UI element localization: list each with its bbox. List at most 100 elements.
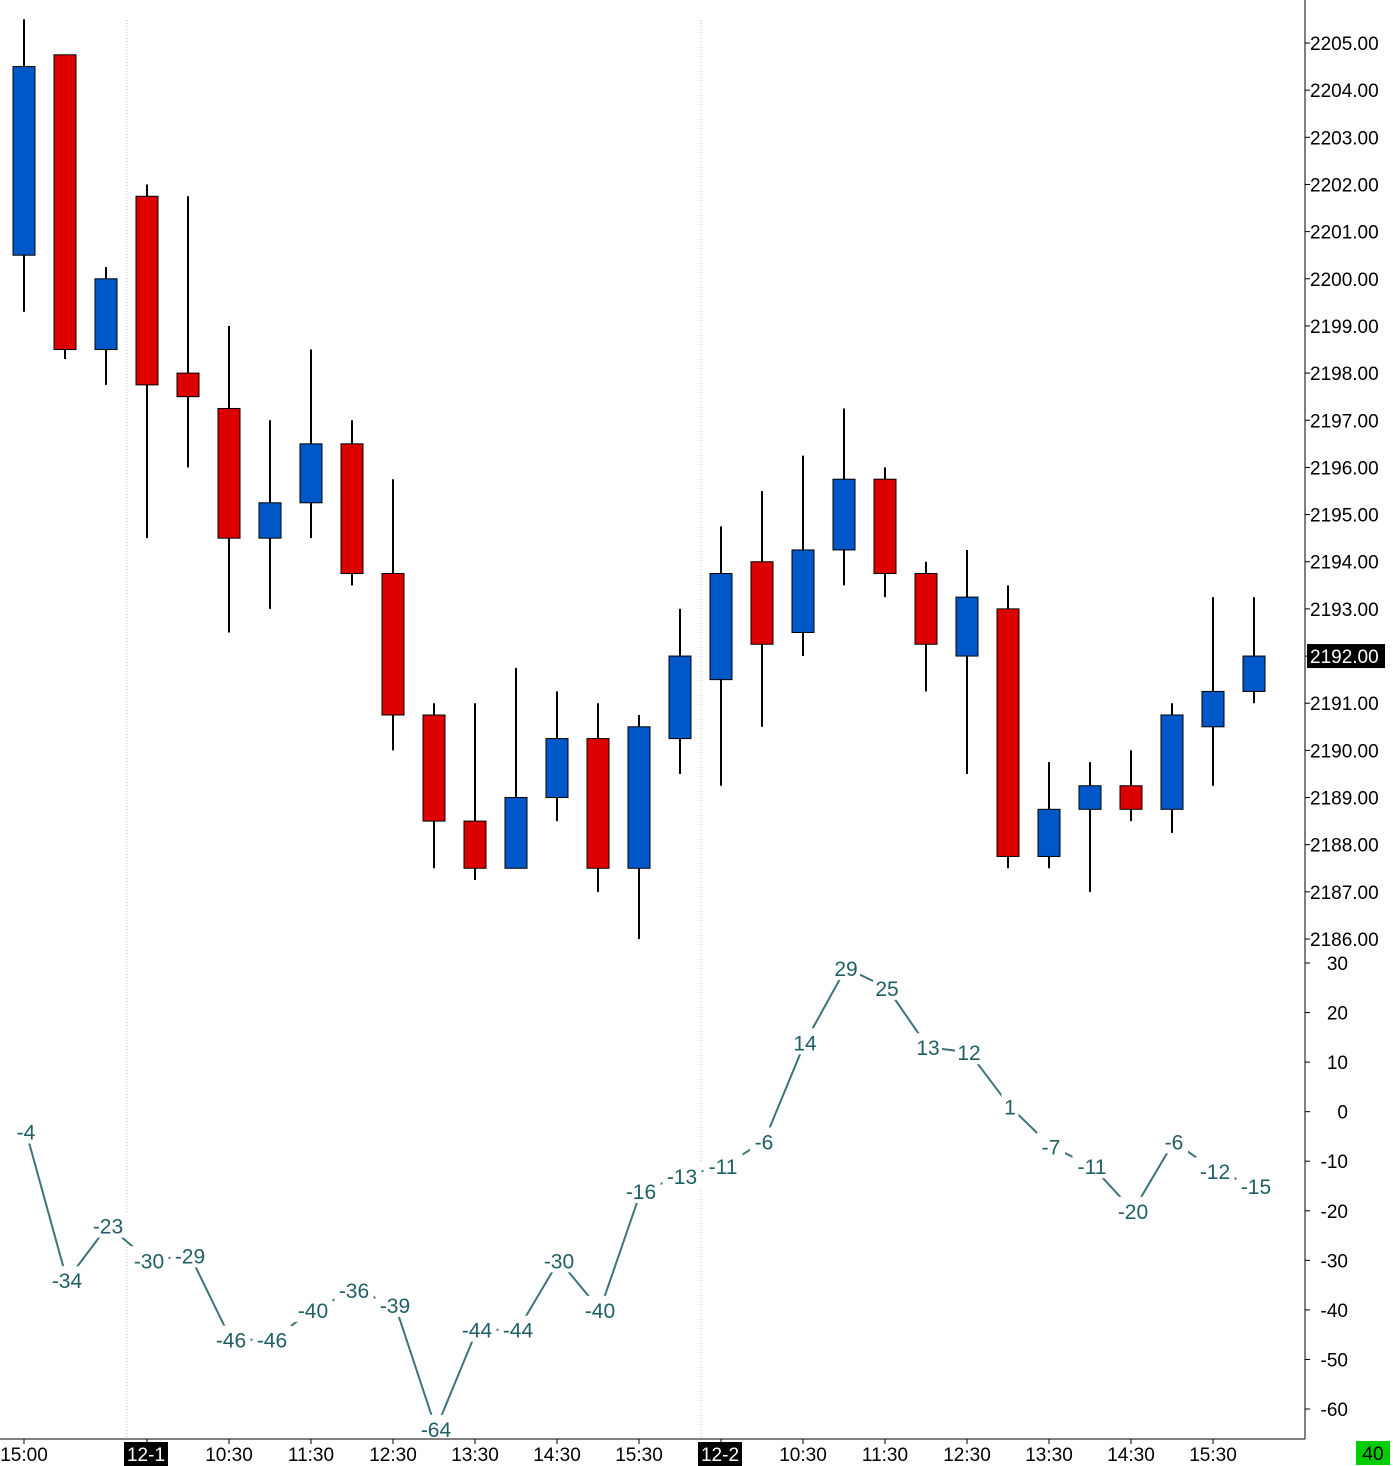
osc-value-label: 13: [916, 1037, 939, 1060]
time-axis: 15:00 12-1 10:30 11:30 12:30 13:30 14:30 15:30 1…: [0, 1439, 1237, 1466]
osc-value-label: -15: [1241, 1176, 1271, 1199]
osc-value-label: -11: [1078, 1156, 1107, 1179]
osc-tick-label: 0: [1337, 1103, 1348, 1124]
time-label: 10:30: [205, 1445, 253, 1466]
osc-label-bg: [211, 1325, 251, 1352]
osc-value-label: 12: [957, 1042, 980, 1065]
osc-value-label: -16: [626, 1181, 656, 1204]
candle: [545, 691, 569, 822]
candle: [1160, 703, 1184, 833]
price-tick-label: 2186.00: [1310, 930, 1379, 951]
osc-tick-label: 10: [1327, 1053, 1348, 1074]
candle: [996, 585, 1020, 869]
osc-label-bg: [832, 953, 860, 980]
osc-tick-label: 30: [1327, 954, 1348, 975]
osc-segment: [394, 1304, 437, 1430]
osc-value-label: -39: [380, 1295, 410, 1318]
time-label: 14:30: [533, 1445, 581, 1466]
osc-value-label: -4: [17, 1121, 36, 1144]
candle-body: [668, 655, 692, 740]
osc-value-label: -40: [585, 1300, 615, 1323]
date-marker: [124, 1442, 168, 1466]
time-label: 10:30: [779, 1445, 827, 1466]
candle-body: [504, 797, 528, 869]
osc-value-label: -7: [1042, 1136, 1061, 1159]
candle: [586, 703, 610, 892]
candle-body: [1201, 690, 1225, 728]
osc-label-bg: [1001, 1092, 1019, 1119]
osc-label-bg: [1113, 1196, 1153, 1223]
osc-value-label: -30: [544, 1250, 574, 1273]
candle-body: [545, 738, 569, 799]
candle-body: [176, 372, 200, 398]
candle: [832, 408, 856, 586]
candle: [340, 420, 364, 586]
candle-body: [586, 738, 610, 869]
candle: [1119, 750, 1143, 822]
osc-value-label: -6: [755, 1131, 774, 1154]
candle-body: [1160, 714, 1184, 810]
candle: [1037, 762, 1061, 869]
osc-label-bg: [914, 1033, 942, 1060]
candle-body: [914, 573, 938, 645]
candle: [463, 703, 487, 881]
candle-body: [873, 478, 897, 575]
candle-body: [1037, 808, 1061, 857]
osc-value-label: -12: [1200, 1161, 1230, 1184]
osc-label-bg: [621, 1176, 661, 1203]
osc-segment: [435, 1329, 478, 1430]
price-tick-label: 2205.00: [1310, 34, 1379, 55]
osc-label-bg: [375, 1290, 415, 1317]
osc-tick-label: -50: [1321, 1350, 1348, 1371]
osc-label-bg: [12, 1117, 40, 1144]
osc-tick-label: -20: [1321, 1202, 1348, 1223]
osc-value-label: -34: [52, 1270, 83, 1293]
price-tick-label: 2187.00: [1310, 883, 1379, 904]
osc-value-label: 25: [875, 978, 898, 1001]
candle: [1242, 597, 1266, 704]
osc-label-bg: [1037, 1132, 1065, 1159]
corner-badge: [1356, 1441, 1390, 1465]
candle-body: [12, 66, 36, 256]
osc-value-label: -40: [298, 1300, 328, 1323]
candle-body: [422, 714, 446, 822]
price-tick-label: 2202.00: [1310, 175, 1379, 196]
candle-body: [94, 278, 118, 351]
osc-segment: [599, 1190, 642, 1311]
candle-body: [1078, 785, 1102, 810]
candle-body: [258, 502, 282, 539]
candle-body: [791, 549, 815, 633]
osc-segment: [25, 1131, 68, 1281]
candle: [381, 479, 405, 751]
price-tick-label: 2191.00: [1310, 694, 1379, 715]
candle: [668, 608, 692, 774]
price-tick-label: 2197.00: [1310, 411, 1379, 432]
osc-value-label: -44: [462, 1320, 493, 1343]
osc-label-bg: [955, 1038, 983, 1065]
price-tick-label: 2198.00: [1310, 364, 1379, 385]
osc-value-label: -11: [709, 1156, 738, 1179]
candle: [627, 715, 651, 939]
date-label: 12-2: [701, 1445, 739, 1466]
candle: [53, 54, 77, 359]
candle: [873, 467, 897, 598]
osc-label-bg: [334, 1276, 374, 1303]
price-tick-label: 2203.00: [1310, 128, 1379, 149]
osc-label-bg: [457, 1315, 497, 1342]
price-tick-label: 2193.00: [1310, 600, 1379, 621]
price-tick-label: 2204.00: [1310, 81, 1379, 102]
osc-value-label: -6: [1165, 1131, 1184, 1154]
osc-label-bg: [1195, 1157, 1235, 1184]
candle: [94, 267, 118, 385]
osc-value-label: 1: [1004, 1097, 1016, 1120]
candle-body: [996, 608, 1020, 857]
osc-value-label: -46: [257, 1330, 287, 1353]
osc-tick-label: 20: [1327, 1004, 1348, 1025]
osc-value-label: -64: [421, 1419, 452, 1442]
time-label: 12:30: [369, 1445, 417, 1466]
price-tick-label: 2201.00: [1310, 223, 1379, 244]
osc-value-label: -30: [134, 1250, 164, 1273]
last-price-tag: [1307, 644, 1385, 669]
osc-value-label: -23: [93, 1216, 123, 1239]
